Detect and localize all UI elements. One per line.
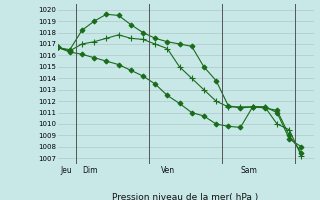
Text: Sam: Sam (240, 166, 257, 175)
Text: Dim: Dim (82, 166, 98, 175)
Text: Jeu: Jeu (60, 166, 72, 175)
Text: Ven: Ven (161, 166, 175, 175)
Text: Pression niveau de la mer( hPa ): Pression niveau de la mer( hPa ) (112, 193, 259, 200)
